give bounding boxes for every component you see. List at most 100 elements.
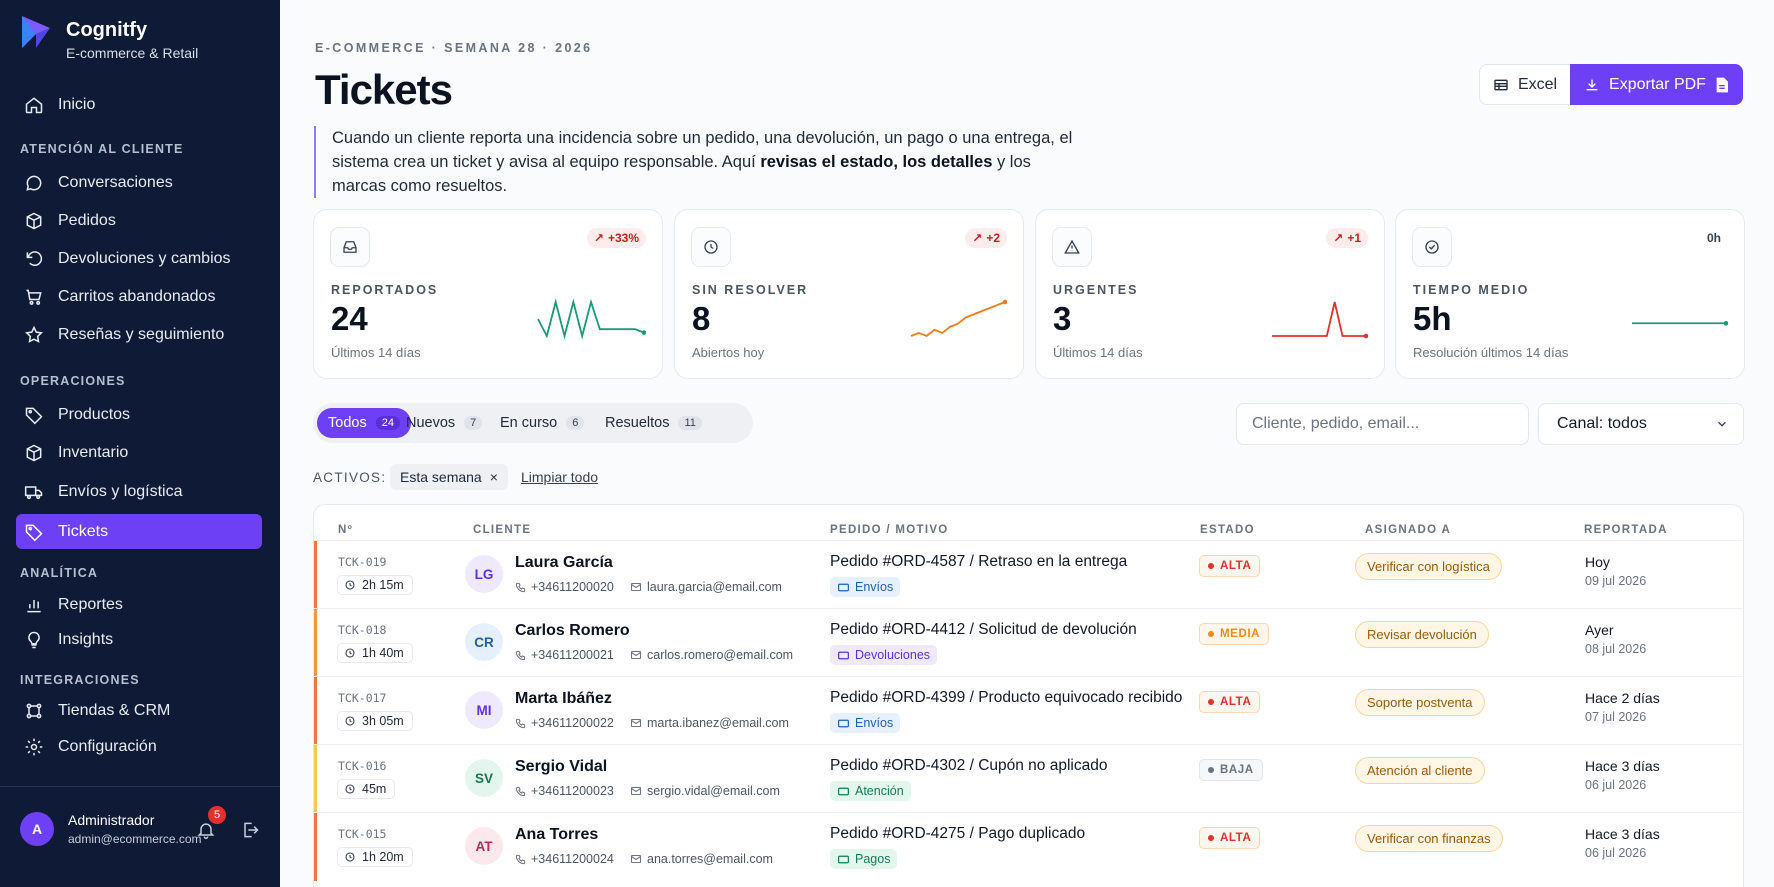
nav-item-conversaciones[interactable]: Conversaciones	[16, 165, 262, 200]
lightbulb-icon	[24, 630, 44, 650]
customer-phone[interactable]: +34611200024	[531, 852, 614, 866]
status-badge: MEDIA	[1199, 623, 1270, 645]
excel-label: Excel	[1517, 75, 1558, 93]
customer-name[interactable]: Laura García	[515, 554, 613, 571]
sidebar-divider	[0, 786, 280, 787]
phone-icon	[515, 718, 526, 728]
user-profile[interactable]: A Administrador admin@ecommerce.com	[20, 812, 202, 846]
order-reason[interactable]: Pedido #ORD-4275 / Pago duplicado	[830, 825, 1086, 842]
reported-relative: Hace 3 días	[1585, 758, 1660, 774]
column-header: ASIGNADO A	[1365, 524, 1452, 536]
customer-phone[interactable]: +34611200022	[531, 716, 614, 730]
status-badge: ALTA	[1199, 691, 1261, 713]
kpi-card-reportados[interactable]: ↗ +33% REPORTADOS 24 Últimos 14 días	[313, 209, 663, 379]
assigned-badge[interactable]: Soporte postventa	[1355, 689, 1485, 716]
sparkline-end-point	[1723, 320, 1728, 326]
customer-email[interactable]: ana.torres@email.com	[647, 852, 773, 866]
status-badge: ALTA	[1199, 555, 1261, 577]
tab-en-curso[interactable]: En curso 6	[489, 408, 595, 438]
customer-name[interactable]: Sergio Vidal	[515, 758, 608, 775]
nav-item-configuracion[interactable]: Configuración	[16, 729, 262, 764]
tab-nuevos[interactable]: Nuevos 7	[395, 408, 493, 438]
timer-icon	[345, 784, 355, 794]
assigned-badge[interactable]: Atención al cliente	[1355, 757, 1485, 784]
nav-item-tickets[interactable]: Tickets	[16, 514, 262, 549]
nav-section-attention: ATENCIÓN AL CLIENTE	[20, 142, 184, 156]
nav-item-productos[interactable]: Productos	[16, 397, 262, 432]
order-reason[interactable]: Pedido #ORD-4302 / Cupón no aplicado	[830, 757, 1108, 774]
nav-item-envios[interactable]: Envíos y logística	[16, 474, 262, 509]
nav-item-inicio[interactable]: Inicio	[16, 87, 262, 122]
filter-chip[interactable]: Esta semana ×	[390, 464, 508, 490]
nav-item-inventario[interactable]: Inventario	[16, 435, 262, 470]
customer-contact: +34611200022 marta.ibanez@email.com	[515, 716, 789, 730]
customer-email[interactable]: sergio.vidal@email.com	[647, 784, 780, 798]
table-icon	[1494, 79, 1508, 90]
kpi-card-urgentes[interactable]: ↗ +1 URGENTES 3 Últimos 14 días	[1035, 209, 1385, 379]
mail-icon	[630, 786, 642, 796]
order-reason[interactable]: Pedido #ORD-4412 / Solicitud de devoluci…	[830, 621, 1137, 638]
close-icon[interactable]: ×	[489, 469, 498, 485]
channel-select[interactable]: Canal: todos	[1538, 403, 1744, 445]
channel-value: Canal: todos	[1557, 415, 1647, 432]
table-row[interactable]: TCK-016 45m SV Sergio Vidal +34611200023…	[314, 744, 1743, 813]
nav-item-resenas[interactable]: Reseñas y seguimiento	[16, 317, 262, 352]
mail-icon	[630, 582, 642, 592]
assigned-badge[interactable]: Revisar devolución	[1355, 621, 1489, 648]
assigned-badge[interactable]: Verificar con finanzas	[1355, 825, 1503, 852]
export-pdf-button[interactable]: Exportar PDF	[1570, 64, 1743, 105]
table-row[interactable]: TCK-017 3h 05m MI Marta Ibáñez +34611200…	[314, 676, 1743, 745]
customer-phone[interactable]: +34611200023	[531, 784, 614, 798]
brand[interactable]: Cognitfy E-commerce & Retail	[20, 14, 198, 61]
bell-icon[interactable]	[196, 820, 216, 840]
clear-filters-link[interactable]: Limpiar todo	[521, 469, 599, 485]
kpi-label: TIEMPO MEDIO	[1413, 283, 1530, 297]
customer-phone[interactable]: +34611200020	[531, 580, 614, 594]
assigned-badge[interactable]: Verificar con logística	[1355, 553, 1502, 580]
ticket-id: TCK-019	[338, 555, 387, 569]
customer-email[interactable]: carlos.romero@email.com	[647, 648, 794, 662]
eyebrow: E-COMMERCE · SEMANA 28 · 2026	[315, 41, 593, 55]
nav-item-tiendas-crm[interactable]: Tiendas & CRM	[16, 693, 262, 728]
table-row[interactable]: TCK-018 1h 40m CR Carlos Romero +3461120…	[314, 608, 1743, 677]
reported-relative: Hace 3 días	[1585, 826, 1660, 842]
kpi-card-tiempo-medio[interactable]: 0h TIEMPO MEDIO 5h Resolución últimos 14…	[1395, 209, 1745, 379]
customer-name[interactable]: Carlos Romero	[515, 622, 630, 639]
order-reason[interactable]: Pedido #ORD-4587 / Retraso en la entrega	[830, 553, 1128, 570]
customer-contact: +34611200024 ana.torres@email.com	[515, 852, 773, 866]
order-reason[interactable]: Pedido #ORD-4399 / Producto equivocado r…	[830, 689, 1183, 706]
nav-item-pedidos[interactable]: Pedidos	[16, 203, 262, 238]
kpi-value: 24	[331, 300, 368, 337]
column-header: PEDIDO / MOTIVO	[830, 524, 949, 536]
kpi-card-sin-resolver[interactable]: ↗ +2 SIN RESOLVER 8 Abiertos hoy	[674, 209, 1024, 379]
status-tabs: Todos 24 Nuevos 7 En curso 6 Resueltos 11	[313, 403, 753, 443]
table-row[interactable]: TCK-019 2h 15m LG Laura García +34611200…	[314, 540, 1743, 609]
tab-count: 11	[678, 416, 702, 430]
kpi-subtitle: Resolución últimos 14 días	[1413, 345, 1569, 360]
avatar: SV	[465, 759, 503, 797]
nav-item-devoluciones[interactable]: Devoluciones y cambios	[16, 241, 262, 276]
customer-phone[interactable]: +34611200021	[531, 648, 614, 662]
customer-email[interactable]: marta.ibanez@email.com	[647, 716, 789, 730]
phone-icon	[515, 854, 526, 864]
logout-icon[interactable]	[240, 820, 260, 840]
nav-label: Productos	[58, 405, 131, 423]
kpi-subtitle: Abiertos hoy	[692, 345, 765, 360]
table-row[interactable]: TCK-015 1h 20m AT Ana Torres +3461120002…	[314, 812, 1743, 881]
customer-email[interactable]: laura.garcia@email.com	[647, 580, 782, 594]
nav-item-reportes[interactable]: Reportes	[16, 587, 262, 622]
customer-name[interactable]: Ana Torres	[515, 826, 599, 843]
priority-bar	[314, 745, 317, 813]
ticket-id: TCK-018	[338, 623, 387, 637]
tab-resueltos[interactable]: Resueltos 11	[594, 408, 713, 438]
reported-date: 09 jul 2026	[1585, 574, 1647, 588]
column-header: ESTADO	[1200, 524, 1255, 536]
customer-contact: +34611200020 laura.garcia@email.com	[515, 580, 782, 594]
kpi-value: 5h	[1413, 300, 1452, 337]
nav-item-insights[interactable]: Insights	[16, 622, 262, 657]
nav-item-carritos[interactable]: Carritos abandonados	[16, 279, 262, 314]
tab-todos[interactable]: Todos 24	[317, 408, 411, 438]
customer-name[interactable]: Marta Ibáñez	[515, 690, 612, 707]
excel-button[interactable]: Excel	[1479, 64, 1571, 105]
search-input[interactable]	[1236, 403, 1529, 445]
